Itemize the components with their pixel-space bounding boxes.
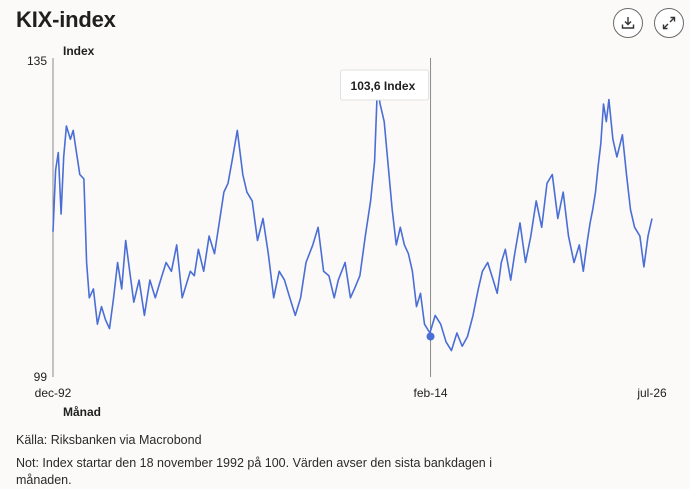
tooltip-label: 103,6 Index (351, 79, 416, 93)
expand-icon (662, 16, 676, 30)
tooltip-box (340, 69, 430, 101)
tooltip: 103,6 Index (340, 69, 430, 101)
page-title: KIX-index (16, 7, 116, 32)
download-button[interactable] (613, 8, 643, 38)
y-axis-label: Index (63, 44, 95, 58)
y-tick-min: 99 (34, 370, 48, 384)
footnote: Not: Index startar den 18 november 1992 … (16, 456, 493, 487)
x-axis-label: Månad (63, 405, 101, 419)
y-tick-max: 135 (27, 54, 47, 68)
chart-area: Index 135 99 103,6 Index dec-92 feb-14 j… (0, 40, 690, 420)
download-icon (621, 17, 635, 29)
source-note: Källa: Riksbanken via Macrobond (16, 433, 202, 447)
x-tick-end: jul-26 (636, 386, 667, 400)
series-line[interactable] (52, 85, 653, 352)
x-tick-start: dec-92 (35, 386, 72, 400)
x-tick-mid: feb-14 (414, 386, 448, 400)
hover-point (426, 332, 435, 341)
expand-button[interactable] (654, 8, 684, 38)
